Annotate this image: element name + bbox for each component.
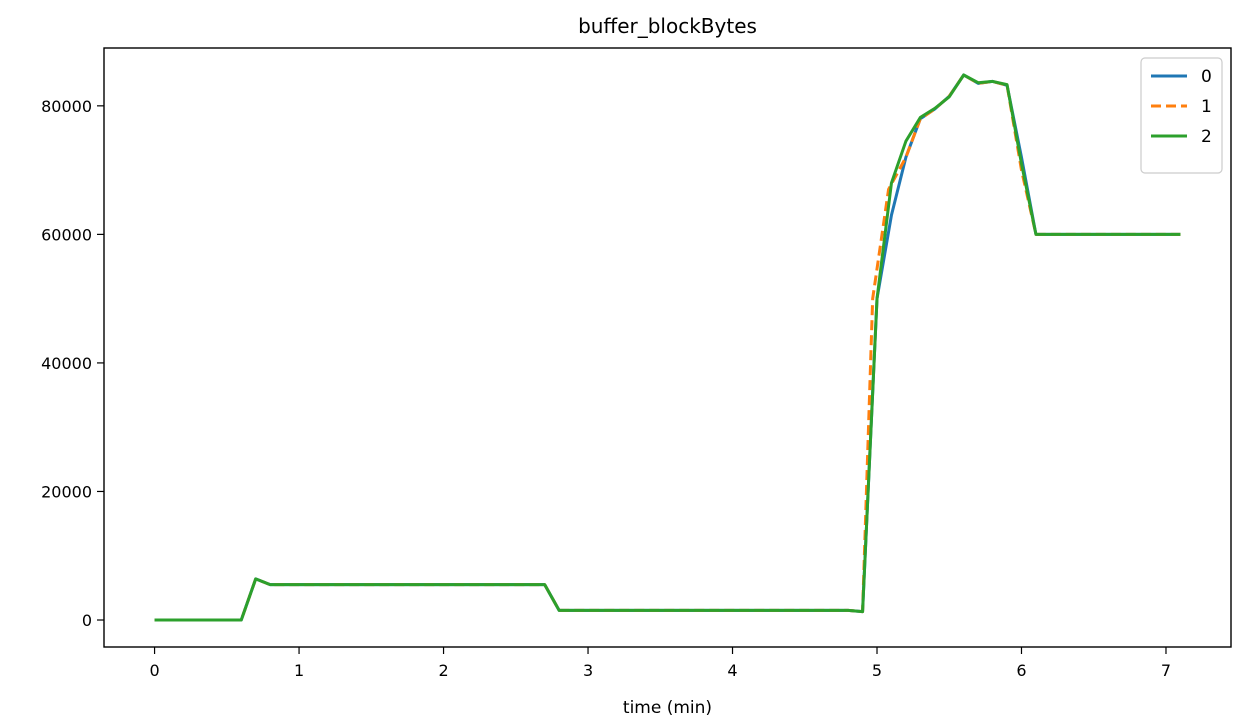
y-tick-label: 60000 [41, 225, 92, 244]
x-axis-label: time (min) [623, 698, 712, 718]
x-tick-label: 3 [583, 661, 593, 680]
x-tick-label: 7 [1161, 661, 1171, 680]
plot-frame [103, 47, 1232, 648]
series-line-0 [154, 73, 1181, 622]
x-axis-ticks: 0 1 2 3 4 5 6 7 [149, 647, 1171, 680]
y-tick-label: 80000 [41, 97, 92, 116]
x-tick-label: 4 [727, 661, 737, 680]
legend-label-2: 2 [1201, 127, 1212, 147]
y-tick-label: 40000 [41, 354, 92, 373]
y-tick-label: 20000 [41, 482, 92, 501]
y-tick-label: 0 [82, 611, 92, 630]
x-tick-label: 2 [438, 661, 448, 680]
legend-label-1: 1 [1201, 97, 1212, 117]
x-tick-label: 1 [294, 661, 304, 680]
y-axis-ticks: 0 20000 40000 60000 80000 [41, 97, 104, 630]
x-tick-label: 0 [149, 661, 159, 680]
x-tick-label: 5 [872, 661, 882, 680]
series-line-2 [154, 73, 1181, 622]
legend: 0 1 2 [1140, 57, 1223, 174]
series-line-1 [154, 73, 1181, 622]
chart-title: buffer_blockBytes [578, 14, 757, 38]
plot-area [154, 73, 1181, 622]
legend-box [1140, 57, 1223, 174]
legend-label-0: 0 [1201, 67, 1212, 87]
x-tick-label: 6 [1016, 661, 1026, 680]
